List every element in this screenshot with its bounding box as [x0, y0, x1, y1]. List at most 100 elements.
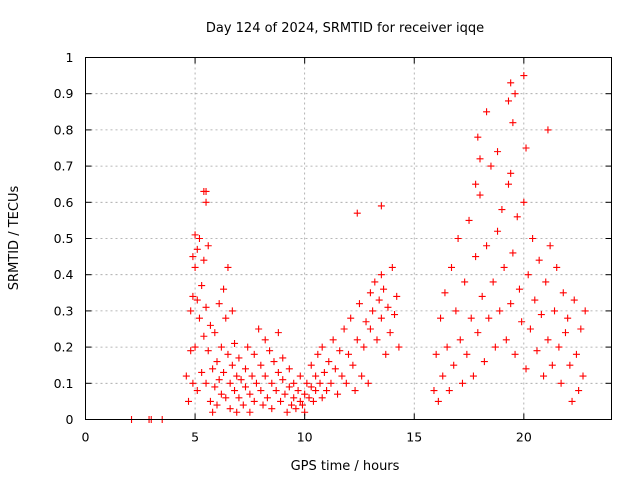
data-point: [182, 372, 190, 380]
data-point: [307, 383, 315, 391]
data-point: [548, 361, 556, 369]
data-point: [298, 401, 306, 409]
y-tick-label: 0.4: [54, 267, 74, 282]
data-point: [206, 321, 214, 329]
data-point: [235, 394, 243, 402]
data-point: [195, 235, 203, 242]
data-point: [371, 278, 379, 286]
data-point: [312, 387, 320, 395]
data-point: [384, 303, 392, 311]
data-point: [476, 191, 484, 199]
data-point: [261, 372, 269, 380]
data-point: [220, 285, 228, 293]
data-point: [531, 296, 539, 304]
data-point: [489, 278, 497, 286]
data-point: [553, 263, 561, 271]
data-point: [439, 372, 447, 380]
data-point: [535, 256, 543, 264]
data-point: [504, 180, 512, 188]
data-point: [498, 206, 506, 214]
data-point: [202, 303, 210, 311]
data-point: [309, 397, 317, 405]
data-point: [487, 162, 495, 170]
data-point: [494, 227, 502, 235]
data-point: [566, 361, 574, 369]
data-point: [290, 379, 298, 387]
data-point: [430, 387, 438, 395]
data-point: [255, 325, 263, 333]
data-point: [185, 397, 193, 405]
data-point: [544, 336, 552, 344]
y-tick-label: 0.2: [54, 340, 74, 355]
data-point: [257, 361, 265, 369]
data-point: [329, 336, 337, 344]
data-point: [268, 379, 276, 387]
data-point: [252, 379, 260, 387]
data-point: [272, 387, 280, 395]
data-point: [555, 343, 563, 351]
data-point: [316, 379, 324, 387]
data-point: [320, 368, 328, 376]
data-point: [294, 387, 302, 395]
data-point: [217, 343, 225, 351]
data-point: [250, 350, 258, 358]
data-point: [465, 216, 473, 224]
data-point: [472, 253, 480, 261]
data-point: [507, 300, 515, 308]
data-point: [187, 347, 195, 355]
data-point: [222, 314, 230, 322]
data-point: [507, 169, 515, 177]
data-point: [200, 256, 208, 264]
data-point: [577, 325, 585, 333]
data-point: [450, 361, 458, 369]
data-point: [318, 343, 326, 351]
data-point: [476, 155, 484, 163]
data-point: [338, 372, 346, 380]
data-point: [522, 144, 530, 152]
data-point: [456, 336, 464, 344]
data-point: [570, 296, 578, 304]
data-point: [246, 408, 254, 416]
x-tick-label: 10: [297, 430, 313, 445]
y-axis-label: SRMTID / TECUs: [7, 186, 22, 291]
data-point: [575, 387, 583, 395]
data-point: [224, 263, 232, 271]
data-point: [445, 387, 453, 395]
data-point: [198, 282, 206, 290]
data-point: [266, 347, 274, 355]
data-point: [441, 289, 449, 297]
data-point: [524, 271, 532, 279]
data-point: [193, 387, 201, 395]
data-point: [537, 311, 545, 319]
data-point: [382, 350, 390, 358]
data-point: [366, 325, 374, 333]
data-point: [509, 119, 517, 127]
data-point: [483, 108, 491, 116]
data-point: [191, 263, 199, 271]
data-point: [250, 397, 258, 405]
data-point: [448, 263, 456, 271]
data-point: [432, 350, 440, 358]
data-point: [288, 401, 296, 409]
data-point: [296, 397, 304, 405]
data-point: [355, 300, 363, 308]
y-tick-label: 0.8: [54, 122, 74, 137]
x-tick-label: 15: [406, 430, 422, 445]
data-point: [202, 187, 210, 195]
data-point: [202, 379, 210, 387]
data-point: [239, 401, 247, 409]
data-point: [377, 314, 385, 322]
data-point: [318, 394, 326, 402]
data-point: [362, 318, 370, 326]
data-point: [224, 350, 232, 358]
x-tick-label: 0: [82, 430, 90, 445]
data-point: [204, 242, 212, 250]
data-point: [200, 332, 208, 340]
data-point: [195, 314, 203, 322]
data-point: [511, 350, 519, 358]
data-point: [303, 379, 311, 387]
data-point: [206, 397, 214, 405]
data-point: [351, 387, 359, 395]
data-point: [327, 379, 335, 387]
data-point: [518, 318, 526, 326]
